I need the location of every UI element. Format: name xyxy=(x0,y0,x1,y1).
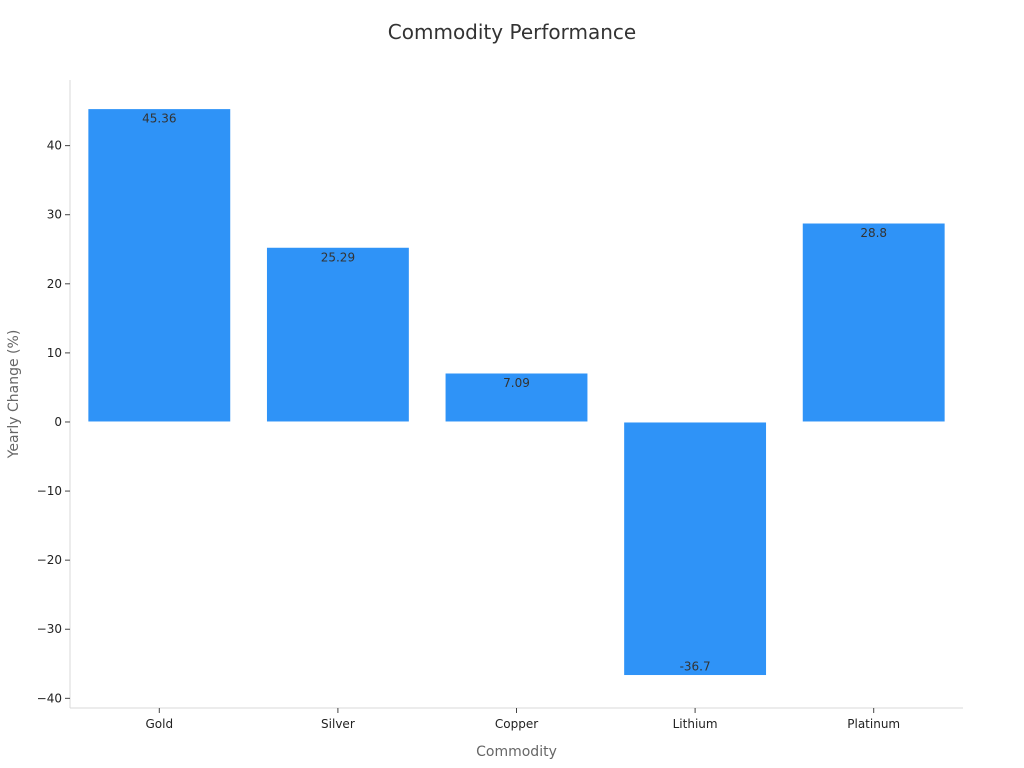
y-tick-label: 30 xyxy=(47,208,62,222)
y-tick-label: −10 xyxy=(37,484,62,498)
x-tick-label: Lithium xyxy=(673,717,718,731)
bar xyxy=(265,246,410,423)
x-tick-label: Gold xyxy=(146,717,174,731)
bar xyxy=(87,108,232,423)
x-axis-title: Commodity xyxy=(476,744,557,760)
y-tick-label: 20 xyxy=(47,277,62,291)
data-labels: 45.36 25.29 7.09 -36.7 28.8 xyxy=(142,112,887,674)
y-tick-label: 10 xyxy=(47,346,62,360)
data-label: 45.36 xyxy=(142,112,176,126)
y-tick-label: 0 xyxy=(54,415,62,429)
data-label: 25.29 xyxy=(321,250,355,264)
y-tick-label: 40 xyxy=(47,139,62,153)
y-tick-label: −20 xyxy=(37,553,62,567)
bar xyxy=(444,372,589,423)
chart-title: Commodity Performance xyxy=(387,20,637,44)
x-tick-label: Platinum xyxy=(847,717,900,731)
y-axis-title: Yearly Change (%) xyxy=(6,330,22,460)
bar xyxy=(801,222,946,423)
x-tick-label: Copper xyxy=(495,717,538,731)
data-label: -36.7 xyxy=(680,660,711,674)
data-label: 7.09 xyxy=(503,376,530,390)
data-label: 28.8 xyxy=(860,226,887,240)
x-tick-label: Silver xyxy=(321,717,355,731)
bar xyxy=(623,421,768,677)
y-tick-label: −40 xyxy=(37,691,62,705)
y-tick-label: −30 xyxy=(37,622,62,636)
axes: −40 −30 −20 −10 0 10 20 30 40 Gold Silver Copper Lit… xyxy=(37,80,963,731)
bars xyxy=(87,108,946,677)
